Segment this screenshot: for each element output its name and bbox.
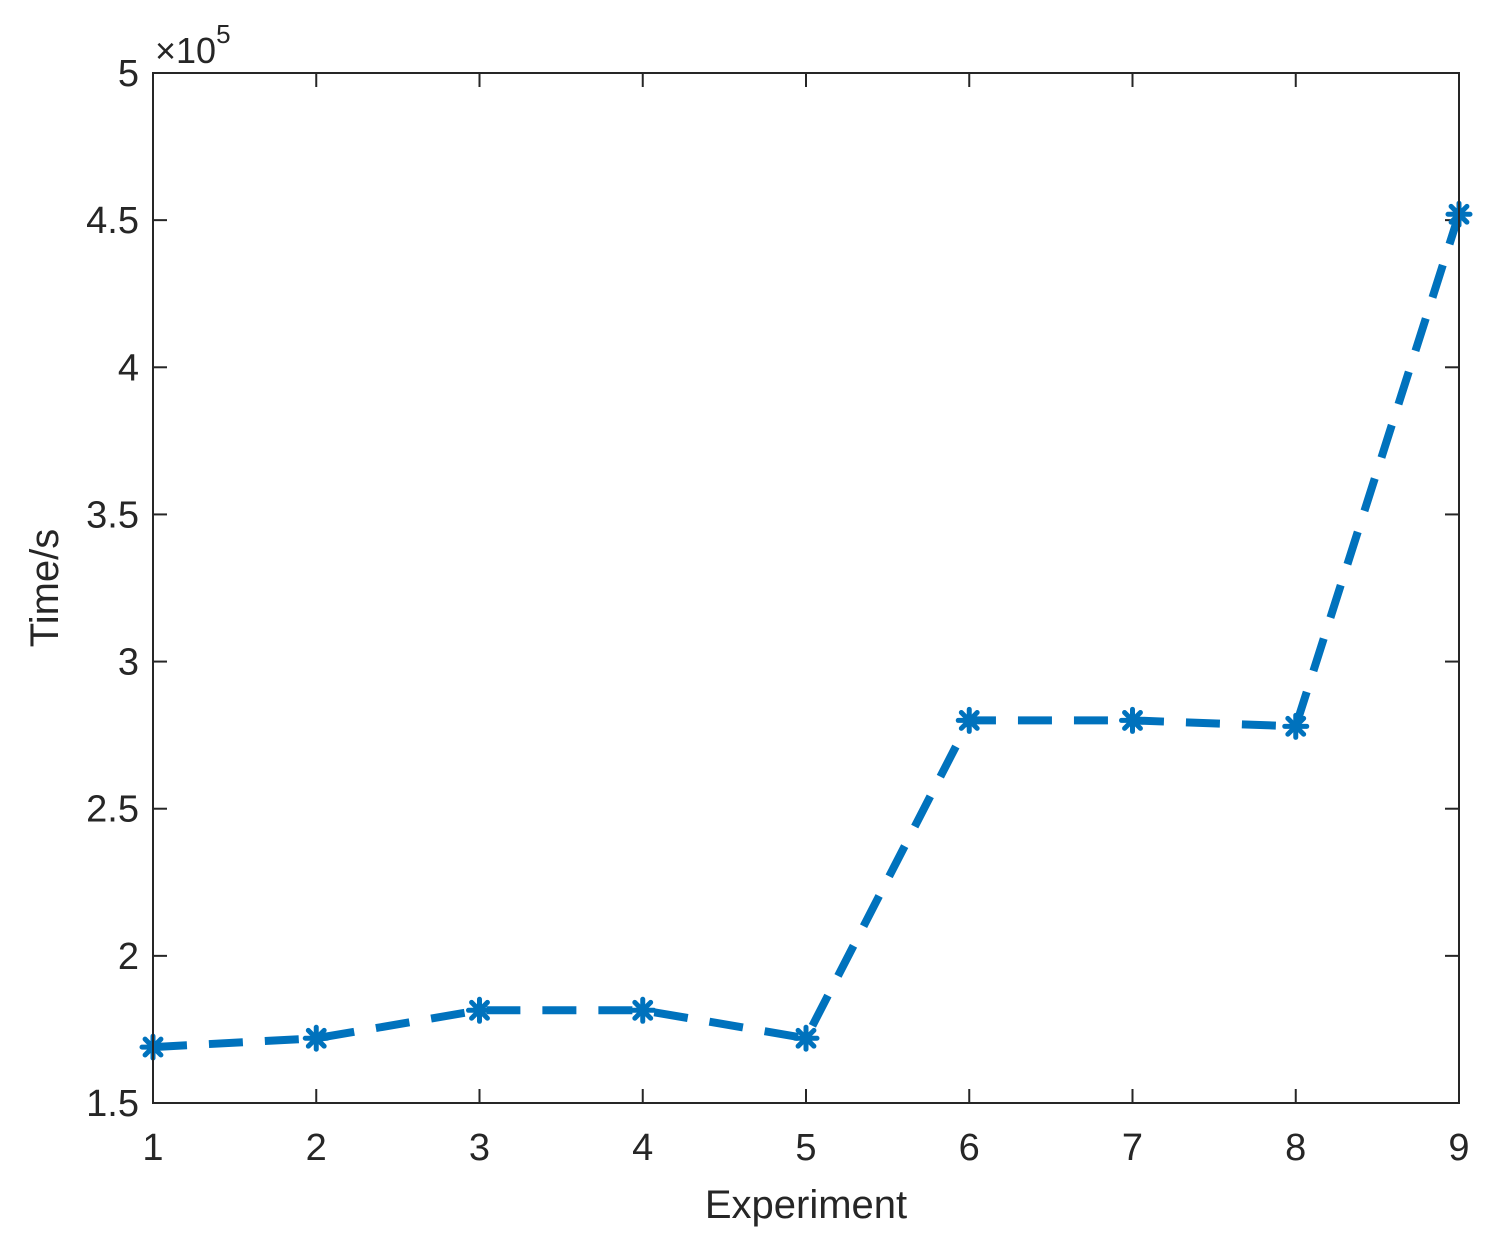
x-tick-label: 2 [306,1127,327,1169]
y-exponent-label: ×105 [155,19,231,71]
x-tick-label: 3 [469,1127,490,1169]
x-tick-label: 4 [632,1127,653,1169]
x-tick-label: 5 [795,1127,816,1169]
data-point-marker [302,1024,330,1052]
data-point-marker [466,996,493,1024]
y-tick-label: 3.5 [86,494,139,536]
y-tick-label: 4 [118,347,139,389]
data-point-marker [955,706,983,734]
y-tick-label: 1.5 [86,1083,139,1125]
y-tick-label: 4.5 [86,200,139,242]
x-tick-label: 6 [959,1127,980,1169]
data-point-marker [1119,706,1146,734]
data-point-marker [629,996,657,1024]
y-tick-label: 3 [118,642,139,684]
y-tick-label: 2 [118,936,139,978]
y-tick-label: 5 [118,53,139,95]
data-point-marker [1282,712,1310,740]
y-axis-title: Time/s [23,529,67,648]
x-tick-label: 7 [1122,1127,1143,1169]
y-tick-label: 2.5 [86,789,139,831]
x-tick-label: 9 [1448,1127,1469,1169]
plot-area-frame [152,72,1460,1104]
x-axis-title: Experiment [705,1183,907,1227]
x-tick-label: 8 [1285,1127,1306,1169]
data-point-marker [792,1024,820,1052]
x-tick-label: 1 [142,1127,163,1169]
series-layer [139,200,1473,1061]
tick-labels: 1 2 3 4 5 6 7 8 9 1.5 2 2.5 3 3.5 4 4.5 5 [86,53,1469,1169]
series-line [152,213,1463,1052]
axis-ticks [152,72,1460,1104]
